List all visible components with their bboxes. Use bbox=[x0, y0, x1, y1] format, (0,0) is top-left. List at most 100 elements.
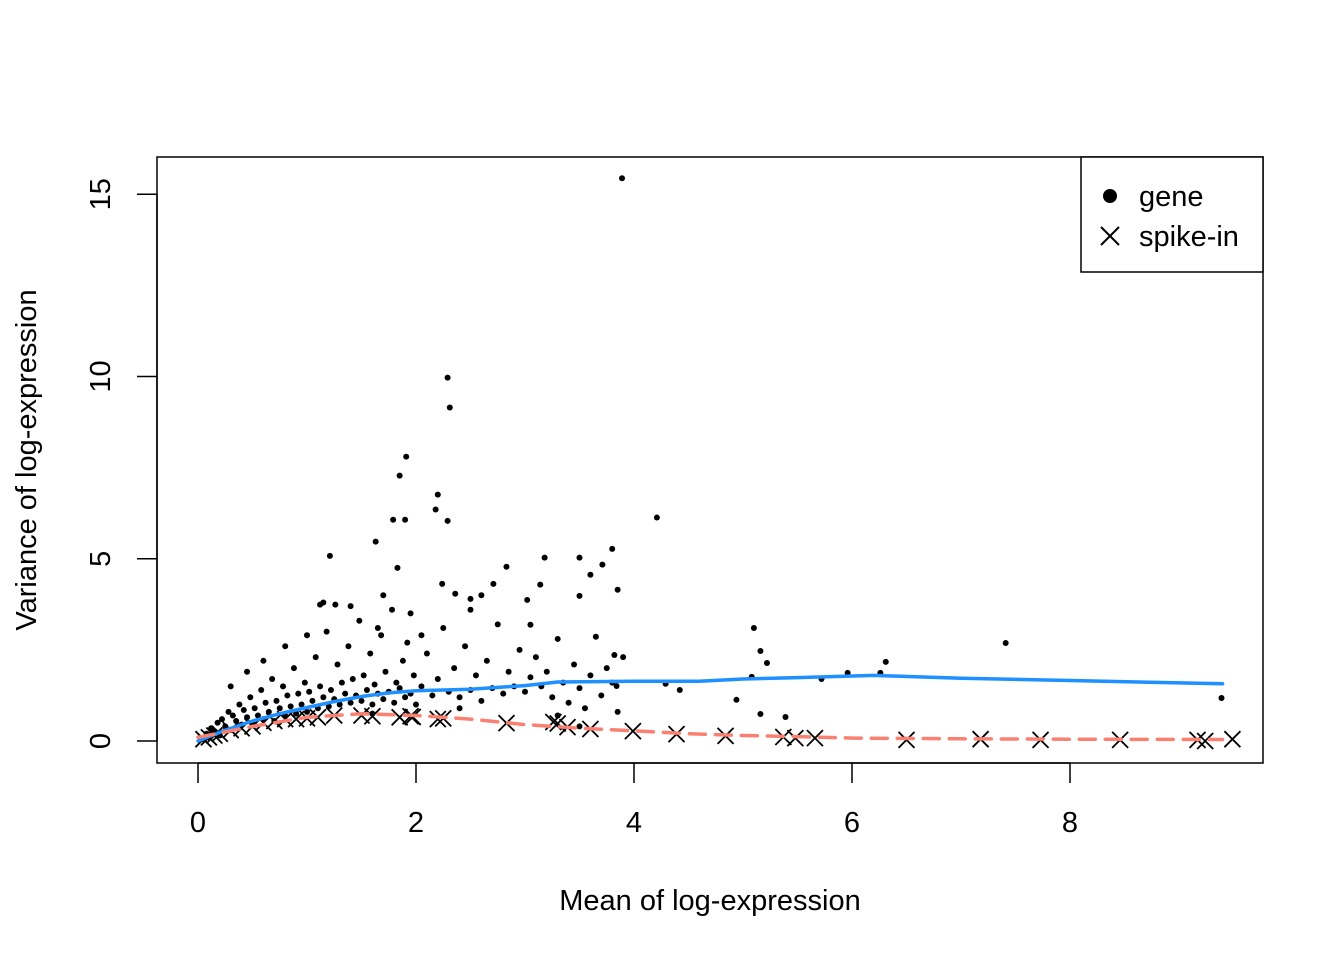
y-axis: 0 5 10 15 bbox=[85, 178, 158, 749]
gene-point bbox=[363, 686, 370, 693]
gene-point bbox=[451, 665, 458, 672]
gene-point bbox=[320, 694, 327, 701]
legend-spike-in-label: spike-in bbox=[1139, 221, 1239, 253]
gene-point bbox=[609, 545, 616, 552]
x-tick-label: 4 bbox=[626, 807, 642, 839]
gene-point bbox=[456, 705, 463, 712]
gene-point bbox=[733, 696, 740, 703]
gene-point bbox=[599, 561, 606, 568]
gene-point bbox=[360, 672, 367, 679]
gene-point bbox=[490, 580, 497, 587]
gene-point bbox=[757, 711, 764, 718]
gene-point bbox=[399, 657, 406, 664]
gene-point bbox=[532, 654, 539, 661]
gene-point bbox=[301, 679, 308, 686]
gene-point bbox=[462, 643, 469, 650]
gene-point bbox=[380, 696, 387, 703]
gene-point bbox=[323, 628, 330, 635]
gene-point bbox=[317, 683, 324, 690]
gene-point bbox=[440, 625, 447, 632]
gene-point bbox=[434, 676, 441, 683]
gene-point bbox=[524, 596, 531, 603]
gene-point bbox=[293, 710, 300, 717]
gene-point bbox=[503, 563, 510, 570]
gene-point bbox=[225, 708, 232, 715]
gene-point bbox=[338, 679, 345, 686]
gene-point bbox=[467, 595, 474, 602]
gene-point bbox=[282, 643, 289, 650]
legend-gene-marker bbox=[1103, 189, 1117, 203]
gene-point bbox=[472, 672, 479, 679]
gene-point bbox=[372, 538, 379, 545]
gene-point bbox=[251, 705, 258, 712]
gene-point bbox=[336, 701, 343, 708]
gene-point bbox=[304, 632, 310, 639]
gene-point bbox=[229, 712, 236, 719]
gene-point bbox=[380, 592, 387, 599]
gene-point bbox=[214, 719, 221, 726]
gene-point bbox=[273, 697, 280, 704]
gene-point bbox=[554, 635, 561, 642]
gene-point bbox=[244, 668, 251, 675]
gene-point bbox=[247, 694, 254, 701]
gene-point bbox=[592, 633, 599, 640]
gene-point bbox=[576, 554, 583, 561]
gene-point bbox=[456, 694, 463, 701]
gene-point bbox=[358, 697, 365, 704]
gene-point bbox=[287, 703, 294, 710]
gene-point bbox=[290, 665, 297, 672]
gene-point bbox=[334, 661, 341, 668]
gene-point bbox=[382, 668, 389, 675]
gene-point bbox=[478, 697, 485, 704]
gene-point bbox=[576, 592, 583, 599]
gene-point bbox=[444, 374, 451, 381]
gene-point bbox=[402, 694, 409, 701]
spike-in-point bbox=[624, 722, 642, 740]
gene-point bbox=[581, 705, 588, 712]
gene-point bbox=[393, 679, 400, 686]
gene-point bbox=[227, 683, 234, 690]
legend-box bbox=[1080, 156, 1264, 273]
gene-point bbox=[549, 694, 556, 701]
gene-point bbox=[276, 705, 283, 712]
gene-point bbox=[757, 647, 764, 654]
spike-in-point bbox=[806, 729, 824, 747]
gene-point bbox=[332, 601, 339, 608]
gene-point bbox=[516, 646, 523, 653]
gene-point bbox=[653, 514, 660, 521]
gene-point bbox=[522, 688, 528, 695]
gene-point bbox=[467, 606, 474, 613]
gene-point bbox=[444, 517, 451, 524]
x-tick-label: 2 bbox=[408, 807, 424, 839]
gene-point bbox=[309, 697, 316, 704]
gene-trend-line bbox=[196, 673, 1225, 743]
gene-point bbox=[410, 672, 417, 679]
gene-point bbox=[413, 701, 419, 708]
spike-in-point bbox=[309, 708, 327, 726]
gene-point bbox=[614, 708, 621, 715]
gene-point bbox=[619, 175, 626, 182]
gene-point bbox=[349, 676, 356, 683]
gene-point bbox=[587, 672, 594, 679]
gene-point bbox=[782, 713, 789, 720]
gene-point bbox=[676, 686, 683, 693]
gene-point bbox=[407, 610, 414, 617]
spike-in-point bbox=[1196, 732, 1214, 750]
spike-in-point bbox=[363, 707, 382, 725]
gene-point bbox=[371, 681, 378, 688]
gene-point bbox=[396, 472, 403, 479]
gene-point bbox=[418, 683, 425, 690]
gene-point bbox=[1218, 694, 1225, 701]
y-tick-label: 5 bbox=[85, 551, 117, 567]
gene-point bbox=[390, 516, 397, 523]
gene-point bbox=[367, 650, 374, 657]
gene-point bbox=[505, 668, 512, 675]
legend-spike-in-marker bbox=[1100, 226, 1120, 246]
gene-point bbox=[258, 686, 265, 693]
gene-point bbox=[576, 685, 583, 692]
gene-point bbox=[611, 651, 618, 658]
x-tick-label: 0 bbox=[190, 807, 206, 839]
spike-in-point bbox=[429, 710, 447, 728]
legend-gene-label: gene bbox=[1139, 181, 1204, 213]
gene-point bbox=[614, 586, 621, 593]
